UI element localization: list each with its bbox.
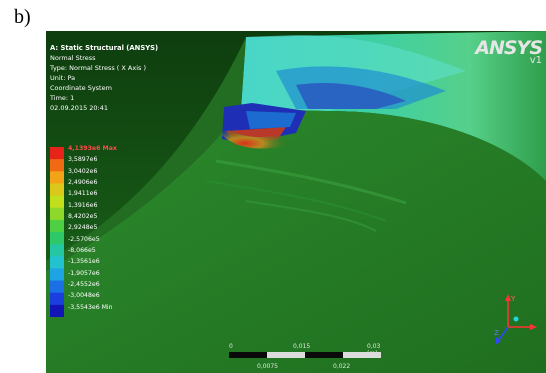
legend-color-band (50, 171, 64, 184)
legend-color-band (50, 244, 64, 257)
legend-value: 1,9411e6 (68, 190, 98, 198)
scale-subtick-label: 0,0075 (257, 363, 278, 370)
legend-value: 1,3916e6 (68, 201, 98, 209)
legend-value: -1,3561e6 (68, 258, 100, 266)
logo-version: v1 (529, 55, 542, 66)
result-name: Normal Stress (50, 54, 96, 62)
legend-value: -8,066e5 (68, 246, 96, 254)
legend-labels: 4,1393e6 Max 3,5897e6 3,0402e6 2,4906e6 … (68, 143, 117, 313)
legend-color-band (50, 292, 64, 306)
legend-value: 2,4906e6 (68, 178, 98, 186)
z-axis-line (497, 326, 509, 342)
result-time: Time: 1 (50, 94, 75, 102)
scale-tick-label: 0,015 (293, 343, 311, 350)
x-axis-arrow (530, 324, 537, 330)
figure-label: b) (14, 6, 31, 28)
legend-color-band (50, 183, 64, 196)
legend-max-label: 4,1393e6 Max (68, 145, 117, 152)
logo-brand: ANSYS (475, 37, 543, 59)
result-unit: Unit: Pa (50, 74, 76, 82)
y-axis-label: Y (510, 295, 516, 303)
legend-color-band (50, 147, 64, 160)
scale-segment (305, 352, 343, 358)
legend-color-band (50, 195, 64, 209)
legend-color-band (50, 207, 64, 221)
legend-value: -2,5706e5 (68, 235, 100, 243)
analysis-title: A: Static Structural (ANSYS) (50, 44, 159, 52)
legend-value: 2,9248e5 (68, 224, 98, 232)
scale-subtick-label: 0,022 (333, 363, 351, 370)
result-type: Type: Normal Stress ( X Axis ) (50, 64, 147, 72)
y-axis-arrow (505, 294, 511, 301)
legend-color-band (50, 256, 64, 269)
coordinate-system: Coordinate System (50, 84, 112, 92)
result-info-panel: A: Static Structural (ANSYS) Normal Stre… (50, 43, 158, 113)
z-axis-label: Z (494, 329, 499, 337)
legend-min-label: -3,5543e6 Min (68, 303, 113, 311)
legend-value: 3,0402e6 (68, 167, 98, 175)
legend-value: -1,9057e6 (68, 269, 100, 277)
fem-model[interactable] (46, 31, 546, 373)
legend-color-band (50, 232, 64, 245)
legend-color-band (50, 304, 64, 317)
legend-value: 3,5897e6 (68, 156, 98, 164)
legend-color-band (50, 268, 64, 281)
result-date: 02.09.2015 20:41 (50, 104, 109, 112)
legend-color-band (50, 219, 64, 233)
scale-segment (343, 352, 381, 358)
legend-value: -2,4552e6 (68, 280, 100, 288)
legend-value: -3,0048e6 (68, 292, 100, 300)
graphics-viewport[interactable]: A: Static Structural (ANSYS) Normal Stre… (46, 31, 546, 373)
legend-color-band (50, 280, 64, 294)
scale-segment (267, 352, 305, 358)
scale-segment (229, 352, 267, 358)
triad-center-dot (513, 316, 519, 322)
legend-color-bar (50, 147, 64, 317)
axis-triad[interactable]: Y Z (494, 289, 542, 349)
legend-value: 8,4202e5 (68, 212, 98, 220)
scale-tick-label: 0 (229, 343, 233, 350)
shaft-body (46, 109, 546, 373)
z-axis-arrow (495, 337, 501, 345)
legend-color-band (50, 159, 64, 172)
ansys-logo: ANSYS v1 (475, 37, 543, 66)
scale-ruler: 0 0,015 0,03 (m) 0,0075 0,022 (229, 343, 391, 373)
